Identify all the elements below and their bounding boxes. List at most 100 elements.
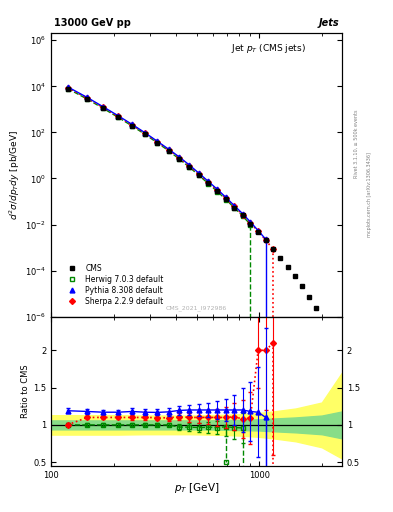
Pythia 8.308 default <box>215 186 220 193</box>
Herwig 7.0.3 default <box>240 212 245 219</box>
Pythia 8.308 default <box>130 121 134 127</box>
CMS <box>130 123 134 129</box>
CMS <box>224 196 228 202</box>
CMS <box>333 347 338 353</box>
X-axis label: $p_T$ [GeV]: $p_T$ [GeV] <box>174 481 219 495</box>
CMS <box>155 140 160 146</box>
Herwig 7.0.3 default <box>155 140 160 146</box>
CMS <box>65 86 70 92</box>
Sherpa 2.2.9 default <box>196 171 201 177</box>
Text: Jet $p_T$ (CMS jets): Jet $p_T$ (CMS jets) <box>231 42 306 55</box>
Line: Herwig 7.0.3 default: Herwig 7.0.3 default <box>65 86 253 227</box>
Pythia 8.308 default <box>256 227 261 233</box>
CMS <box>271 246 275 252</box>
Sherpa 2.2.9 default <box>206 179 211 185</box>
CMS <box>101 105 106 112</box>
Pythia 8.308 default <box>224 195 228 201</box>
CMS <box>85 96 90 102</box>
Herwig 7.0.3 default <box>215 188 220 195</box>
Text: CMS_2021_I972986: CMS_2021_I972986 <box>166 305 227 311</box>
Pythia 8.308 default <box>65 84 70 90</box>
Pythia 8.308 default <box>85 94 90 100</box>
Herwig 7.0.3 default <box>187 164 192 170</box>
Herwig 7.0.3 default <box>101 105 106 112</box>
CMS <box>240 212 245 219</box>
Sherpa 2.2.9 default <box>215 187 220 194</box>
CMS <box>292 273 297 279</box>
Herwig 7.0.3 default <box>232 205 237 211</box>
Legend: CMS, Herwig 7.0.3 default, Pythia 8.308 default, Sherpa 2.2.9 default: CMS, Herwig 7.0.3 default, Pythia 8.308 … <box>61 263 165 307</box>
CMS <box>116 114 121 120</box>
CMS <box>340 367 344 373</box>
CMS <box>256 229 261 235</box>
Sherpa 2.2.9 default <box>85 95 90 101</box>
Sherpa 2.2.9 default <box>232 203 237 209</box>
CMS <box>306 294 311 300</box>
Text: Jets: Jets <box>318 17 339 28</box>
Line: Sherpa 2.2.9 default: Sherpa 2.2.9 default <box>66 86 275 251</box>
Herwig 7.0.3 default <box>166 147 171 154</box>
Pythia 8.308 default <box>263 236 268 242</box>
CMS <box>196 172 201 178</box>
CMS <box>299 283 304 289</box>
CMS <box>187 164 192 170</box>
Y-axis label: Ratio to CMS: Ratio to CMS <box>21 365 30 418</box>
Pythia 8.308 default <box>155 138 160 144</box>
CMS <box>215 188 220 194</box>
Pythia 8.308 default <box>187 162 192 168</box>
CMS <box>143 131 147 137</box>
Herwig 7.0.3 default <box>177 156 182 162</box>
CMS <box>278 254 283 261</box>
CMS <box>248 221 253 227</box>
CMS <box>320 317 325 324</box>
Text: mcplots.cern.ch [arXiv:1306.3436]: mcplots.cern.ch [arXiv:1306.3436] <box>367 152 373 237</box>
Text: Rivet 3.1.10, ≥ 500k events: Rivet 3.1.10, ≥ 500k events <box>354 109 359 178</box>
Pythia 8.308 default <box>116 113 121 119</box>
Pythia 8.308 default <box>101 104 106 110</box>
Sherpa 2.2.9 default <box>177 155 182 161</box>
Line: CMS: CMS <box>65 86 344 372</box>
Text: 13000 GeV pp: 13000 GeV pp <box>54 17 131 28</box>
Herwig 7.0.3 default <box>85 96 90 102</box>
Sherpa 2.2.9 default <box>240 211 245 218</box>
Pythia 8.308 default <box>248 219 253 225</box>
Pythia 8.308 default <box>240 210 245 217</box>
Sherpa 2.2.9 default <box>143 131 147 137</box>
Sherpa 2.2.9 default <box>155 139 160 145</box>
CMS <box>166 147 171 154</box>
Sherpa 2.2.9 default <box>248 220 253 226</box>
CMS <box>206 180 211 186</box>
Y-axis label: $d^2\sigma/dp_Tdy$ [pb/GeV]: $d^2\sigma/dp_Tdy$ [pb/GeV] <box>8 130 22 220</box>
Herwig 7.0.3 default <box>130 123 134 129</box>
Sherpa 2.2.9 default <box>130 122 134 128</box>
Sherpa 2.2.9 default <box>224 195 228 201</box>
Pythia 8.308 default <box>143 130 147 136</box>
Herwig 7.0.3 default <box>143 131 147 137</box>
Sherpa 2.2.9 default <box>116 113 121 119</box>
Sherpa 2.2.9 default <box>65 84 70 91</box>
Herwig 7.0.3 default <box>224 197 228 203</box>
CMS <box>313 305 318 311</box>
CMS <box>232 204 237 210</box>
Sherpa 2.2.9 default <box>271 246 275 252</box>
Herwig 7.0.3 default <box>116 114 121 120</box>
Herwig 7.0.3 default <box>248 222 253 228</box>
Pythia 8.308 default <box>177 154 182 160</box>
Sherpa 2.2.9 default <box>263 237 268 243</box>
Herwig 7.0.3 default <box>206 181 211 187</box>
CMS <box>177 156 182 162</box>
Herwig 7.0.3 default <box>196 173 201 179</box>
Pythia 8.308 default <box>206 178 211 184</box>
Pythia 8.308 default <box>196 170 201 176</box>
CMS <box>285 264 290 270</box>
Herwig 7.0.3 default <box>65 86 70 92</box>
CMS <box>263 237 268 243</box>
Pythia 8.308 default <box>166 146 171 152</box>
Pythia 8.308 default <box>232 203 237 209</box>
Sherpa 2.2.9 default <box>187 163 192 169</box>
CMS <box>327 331 331 337</box>
Sherpa 2.2.9 default <box>166 147 171 153</box>
Sherpa 2.2.9 default <box>101 104 106 111</box>
Line: Pythia 8.308 default: Pythia 8.308 default <box>65 84 268 242</box>
Sherpa 2.2.9 default <box>256 228 261 234</box>
